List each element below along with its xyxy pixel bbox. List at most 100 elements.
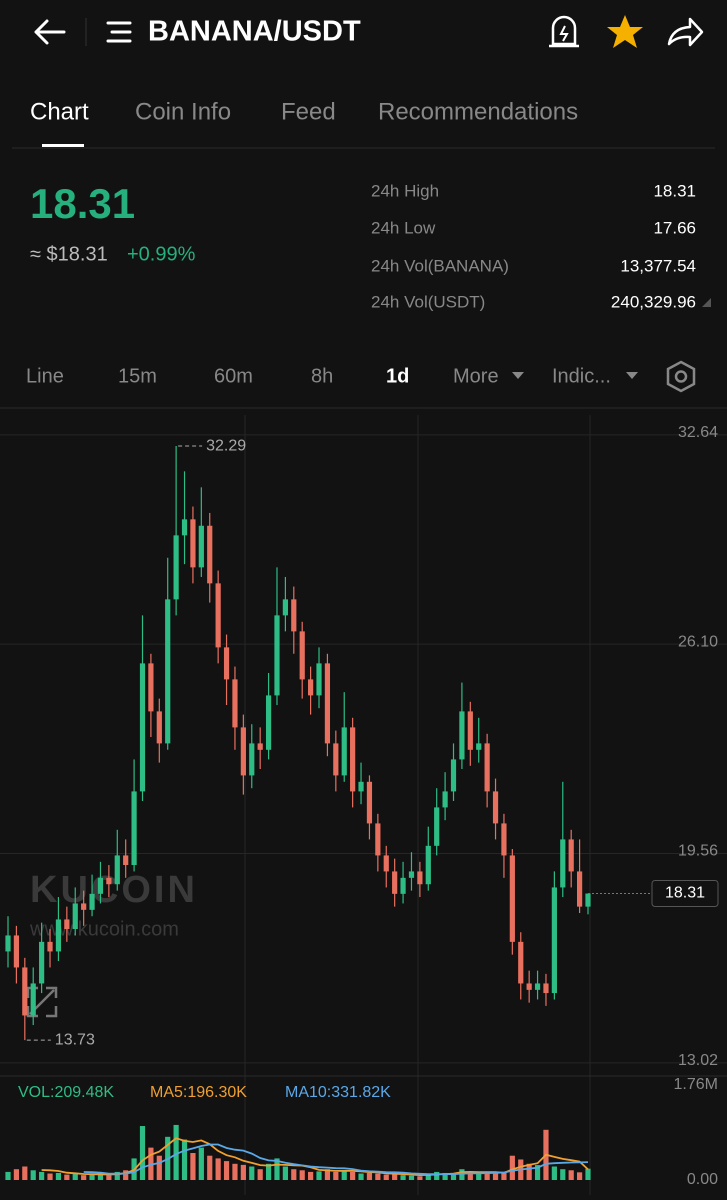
volume-bar — [509, 1155, 515, 1180]
min-label: 13.73 — [55, 1031, 95, 1048]
volume-bar — [484, 1172, 490, 1180]
candle-body — [333, 743, 339, 776]
volume-bar — [324, 1169, 331, 1180]
candle-body — [509, 855, 515, 942]
candle-body — [106, 877, 112, 885]
tab[interactable]: Feed — [281, 98, 336, 125]
candle-body — [139, 663, 146, 792]
candle-body — [81, 903, 87, 910]
corner-mark — [702, 298, 711, 307]
timeframe[interactable]: 60m — [214, 365, 253, 387]
volume-bar — [106, 1175, 112, 1180]
candle-body — [39, 941, 45, 984]
stat-value: 13,377.54 — [620, 256, 696, 275]
candle-body — [350, 727, 356, 792]
stat-label: 24h Vol(BANANA) — [371, 256, 509, 275]
volume-bar — [190, 1153, 196, 1180]
ma-line — [83, 1143, 589, 1175]
timeframe[interactable]: 1d — [386, 365, 409, 387]
candle-body — [114, 855, 120, 885]
candle-body — [5, 935, 11, 952]
candle-body — [215, 583, 221, 648]
stat-label: 24h Vol(USDT) — [371, 292, 485, 311]
candle-body — [576, 871, 583, 907]
candle-body — [173, 535, 179, 600]
candle-body — [223, 647, 230, 680]
volume-bar — [291, 1169, 297, 1180]
candle-body — [291, 599, 297, 632]
candle-body — [89, 893, 95, 910]
expand-icon[interactable] — [26, 986, 58, 1018]
candle-body — [358, 781, 364, 792]
candle-body — [492, 791, 499, 824]
volume-bar — [560, 1169, 566, 1180]
timeframe[interactable]: More — [453, 365, 499, 387]
candle-body — [257, 743, 263, 750]
volume-bar — [5, 1171, 11, 1180]
timeframe[interactable]: 8h — [311, 365, 333, 387]
y-tick-label: 26.10 — [678, 633, 718, 650]
stat-value: 17.66 — [653, 218, 696, 237]
timeframe[interactable]: 15m — [118, 365, 157, 387]
settings-icon[interactable] — [666, 360, 696, 393]
share-icon[interactable] — [667, 17, 704, 47]
candle-body — [400, 877, 406, 894]
alert-icon[interactable] — [549, 15, 579, 48]
tab[interactable]: Recommendations — [378, 98, 578, 125]
tab[interactable]: Coin Info — [135, 98, 231, 125]
candle-body — [476, 743, 482, 750]
candle-body — [551, 887, 557, 994]
volume-bar — [408, 1175, 415, 1180]
volume-bar — [81, 1175, 87, 1180]
volume-bar — [223, 1161, 230, 1180]
candle-body — [156, 711, 162, 744]
pair-menu-icon[interactable] — [106, 21, 132, 43]
volume-bar — [568, 1170, 574, 1180]
candle-body — [484, 743, 490, 792]
volume-bar — [257, 1169, 263, 1180]
volume-bar — [274, 1158, 280, 1180]
last-price-label: 18.31 — [665, 885, 705, 902]
volume-bar — [534, 1165, 541, 1180]
volume-bar — [425, 1173, 431, 1180]
favorite-star[interactable] — [607, 15, 643, 48]
volume-bar — [350, 1171, 356, 1180]
pair-title: BANANA/USDT — [148, 16, 361, 48]
candle-body — [383, 855, 389, 872]
price-change: +0.99% — [127, 243, 196, 265]
volume-bar — [156, 1155, 162, 1180]
volume-tick-label: 0.00 — [687, 1171, 718, 1188]
timeframe[interactable]: Line — [26, 365, 64, 387]
tab[interactable]: Chart — [30, 98, 89, 125]
volume-bar — [240, 1164, 246, 1180]
stat-label: 24h Low — [371, 218, 436, 237]
candle-body — [282, 599, 288, 616]
y-tick-label: 13.02 — [678, 1052, 718, 1069]
volume-bar — [198, 1147, 204, 1180]
candle-body — [526, 983, 532, 990]
candle-body — [308, 679, 314, 696]
volume-bar — [39, 1171, 45, 1180]
stat-value: 18.31 — [653, 181, 696, 200]
volume-bar — [282, 1166, 288, 1180]
candle-body — [417, 871, 423, 885]
volume-bar — [308, 1171, 314, 1180]
volume-bar — [249, 1166, 255, 1180]
candle-body — [13, 935, 20, 968]
timeframe[interactable]: Indic... — [552, 365, 611, 387]
candle-body — [97, 877, 104, 894]
candle-body — [64, 919, 70, 930]
back-button[interactable] — [34, 19, 66, 45]
candle-body — [30, 983, 36, 1016]
volume-bar — [417, 1176, 423, 1180]
watermark-brand: KUCOIN — [30, 869, 198, 911]
candle-body — [375, 823, 381, 856]
volume-bar — [123, 1170, 129, 1180]
volume-bar — [459, 1169, 465, 1180]
candle-body — [341, 727, 347, 776]
candle-body — [425, 845, 431, 885]
ma-legend: MA5:196.30K — [150, 1084, 247, 1101]
candle-body — [534, 983, 541, 990]
